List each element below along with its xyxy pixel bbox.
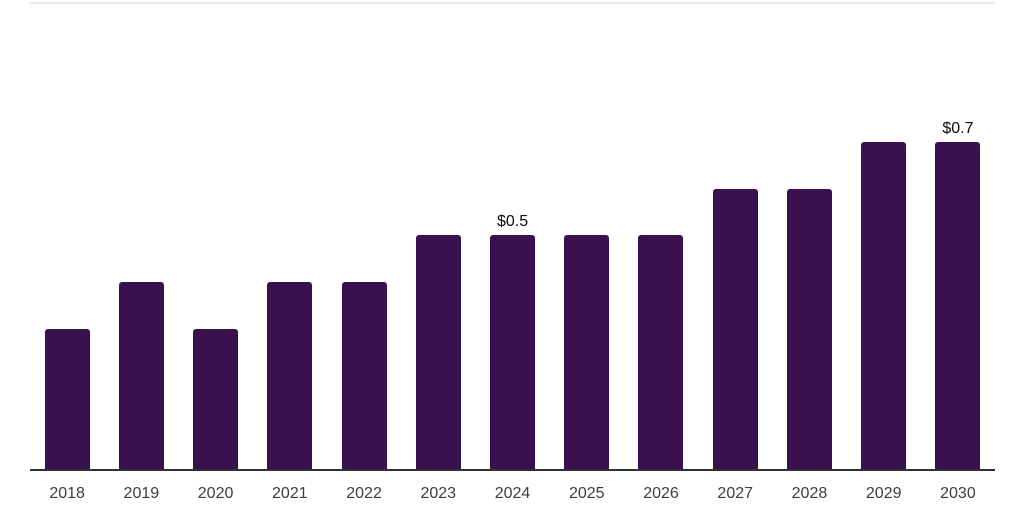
bar-slot: $0.5 (475, 0, 549, 469)
x-axis-tick-label: 2019 (123, 485, 160, 502)
x-axis-line (30, 469, 995, 471)
bar-slot (550, 0, 624, 469)
bar-slot (698, 0, 772, 469)
bar-value-label: $0.5 (496, 213, 529, 230)
chart-top-border (30, 2, 995, 4)
bar (341, 282, 387, 469)
bar-slot (253, 0, 327, 469)
bar-slot (104, 0, 178, 469)
bar (490, 235, 536, 469)
bar (786, 189, 832, 469)
x-axis-tick-label: 2022 (346, 485, 382, 502)
bar (193, 329, 239, 469)
bar (564, 235, 610, 469)
bar-slot (178, 0, 252, 469)
bar (638, 235, 684, 469)
x-axis-tick-label: 2029 (865, 485, 902, 502)
bar (44, 329, 90, 469)
bar-slot (327, 0, 401, 469)
bar (118, 282, 164, 469)
x-axis-tick-label: 2023 (420, 485, 457, 502)
x-axis-tick-label: 2026 (643, 485, 679, 502)
bar (935, 142, 981, 469)
x-axis-tick-label: 2020 (197, 485, 234, 502)
x-axis-tick-label: 2021 (272, 485, 308, 502)
x-axis-tick-label: 2030 (940, 485, 976, 502)
x-axis-tick-label: 2027 (717, 485, 754, 502)
plot-area: $0.5 $0.7 (30, 0, 995, 469)
x-axis: 2018 2019 2020 2021 2022 2023 2024 2025 2026 2027… (30, 484, 995, 503)
bar (861, 142, 907, 469)
bar (267, 282, 313, 469)
bar (712, 189, 758, 469)
bar (415, 235, 461, 469)
bar-slot (847, 0, 921, 469)
bar-slot: $0.7 (921, 0, 995, 469)
bar-slot (772, 0, 846, 469)
bar-slot (30, 0, 104, 469)
x-axis-tick-label: 2024 (494, 485, 531, 502)
bar-value-label: $0.7 (942, 120, 974, 137)
x-axis-tick-label: 2028 (791, 485, 828, 502)
x-axis-tick-label: 2018 (49, 485, 85, 502)
x-axis-tick-label: 2025 (568, 485, 605, 502)
bar-slot (624, 0, 698, 469)
bar-slot (401, 0, 475, 469)
